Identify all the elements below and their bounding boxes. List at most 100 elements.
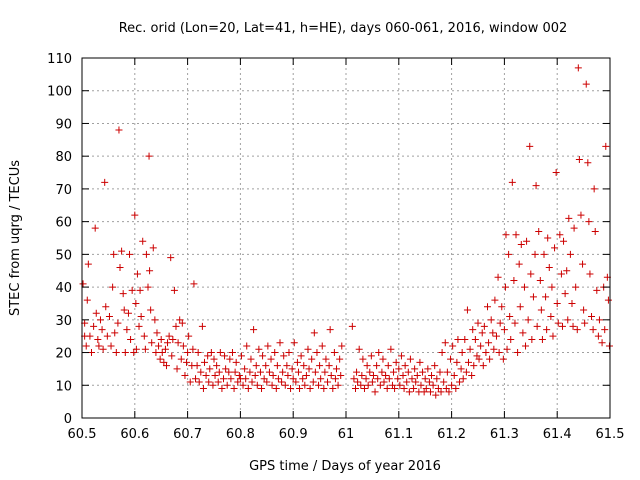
data-point [252,362,260,370]
data-point [385,375,393,383]
data-point [244,385,252,393]
data-point [566,250,574,258]
data-point [482,349,490,357]
data-point [500,326,508,334]
data-point [591,227,599,235]
data-point [99,345,107,353]
data-point [194,349,202,357]
data-point [202,371,210,379]
data-point [165,332,173,340]
data-point [237,352,245,360]
data-point [589,326,597,334]
data-point [354,378,362,386]
data-point [373,362,381,370]
data-point [593,286,601,294]
data-point [110,250,118,258]
data-point [371,388,379,396]
data-point [551,244,559,252]
data-point [309,378,317,386]
data-point [581,319,589,327]
data-point [306,385,314,393]
data-point [189,345,197,353]
data-point [484,303,492,311]
grid-lines [82,58,610,418]
data-point [285,349,293,357]
data-point [384,362,392,370]
data-point [348,322,356,330]
data-point [401,362,409,370]
x-tick-label: 61.2 [437,427,466,442]
data-point [487,316,495,324]
data-point [227,375,235,383]
data-point [508,178,516,186]
data-point [538,335,546,343]
y-tick-label: 90 [55,117,72,132]
data-point [221,352,229,360]
y-tick-label: 70 [55,183,72,198]
data-point [528,335,536,343]
data-point [533,322,541,330]
data-point [520,283,528,291]
data-point [517,241,525,249]
data-point [375,349,383,357]
data-point [505,250,513,258]
data-point [198,322,206,330]
data-point [336,355,344,363]
data-point [132,299,140,307]
data-point [469,326,477,334]
data-point [408,375,416,383]
data-point [313,349,321,357]
data-point [357,381,365,389]
data-point [210,355,218,363]
data-point [133,270,141,278]
data-point [91,224,99,232]
data-point [359,355,367,363]
y-axis-label: STEC from uqrg / TECUs [8,160,23,316]
data-point [145,152,153,160]
data-point [105,313,113,321]
data-point [214,378,222,386]
data-point [259,352,267,360]
data-point [242,375,250,383]
data-point [131,211,139,219]
data-point [228,349,236,357]
data-point [148,339,156,347]
data-point [535,227,543,235]
data-point [556,231,564,239]
data-point [405,388,413,396]
data-point [287,385,295,393]
data-point [102,303,110,311]
data-point [101,178,109,186]
data-point [468,371,476,379]
data-point [316,362,324,370]
data-point [458,349,466,357]
data-point [297,352,305,360]
data-point [452,385,460,393]
data-point [524,316,532,324]
data-point [140,332,148,340]
data-point [367,352,375,360]
data-point [489,329,497,337]
data-point [327,371,335,379]
data-point [86,332,94,340]
data-point [399,371,407,379]
data-point [391,385,399,393]
data-point [167,254,175,262]
data-point [290,339,298,347]
data-point [94,335,102,343]
data-point [507,335,515,343]
y-tick-label: 100 [47,85,72,100]
data-point [115,126,123,134]
data-point [485,339,493,347]
data-point [326,326,334,334]
data-point [274,375,282,383]
data-point [579,260,587,268]
data-point [332,365,340,373]
data-point [139,237,147,245]
x-tick-label: 61.4 [543,427,572,442]
data-point [376,381,384,389]
data-point [299,375,307,383]
data-point [353,368,361,376]
data-point [308,355,316,363]
data-point [350,375,358,383]
